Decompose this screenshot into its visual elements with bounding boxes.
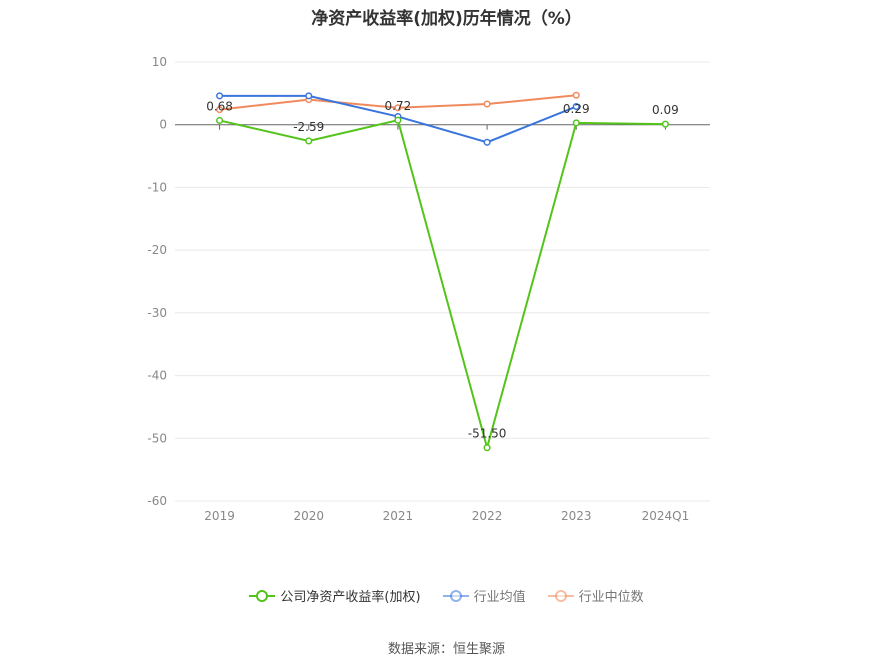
data-label: 0.29: [563, 102, 590, 116]
data-point[interactable]: [216, 116, 224, 124]
y-tick-label: -60: [147, 494, 167, 508]
x-tick-label: 2023: [561, 509, 592, 523]
data-label: -51.50: [468, 427, 507, 441]
y-tick-label: 0: [159, 118, 167, 132]
data-point[interactable]: [216, 106, 224, 114]
x-tick-label: 2021: [383, 509, 414, 523]
grid-lines: [175, 61, 710, 502]
legend-item[interactable]: 公司净资产收益率(加权): [249, 586, 421, 605]
source-note: 数据来源：恒生聚源: [387, 642, 505, 657]
legend-swatch: [249, 589, 276, 602]
data-point[interactable]: [216, 92, 224, 100]
series-line-0: [219, 119, 666, 452]
legend-swatch: [442, 589, 469, 602]
data-point[interactable]: [661, 120, 669, 128]
x-tick-label: 2020: [293, 509, 324, 523]
data-point[interactable]: [394, 104, 402, 112]
data-label: 0.72: [385, 99, 412, 113]
data-point[interactable]: [572, 102, 580, 111]
y-tick-label: -40: [147, 369, 167, 383]
y-tick-label: -50: [147, 431, 167, 445]
legend-label: 行业均值: [473, 590, 526, 605]
legend-item[interactable]: 行业中位数: [547, 586, 644, 605]
x-tick-label: 2022: [472, 509, 503, 523]
legend-label: 公司净资产收益率(加权): [280, 590, 421, 605]
axes: 10 0 -10 -20 -30 -40 -50 -60 2019 2020 2021 2022 202…: [147, 55, 689, 523]
data-label: 0.09: [652, 103, 679, 117]
y-tick-label: 10: [152, 55, 167, 69]
chart-title: 净资产收益率(加权)历年情况（%）: [311, 9, 582, 29]
data-point[interactable]: [305, 137, 313, 145]
data-point[interactable]: [572, 91, 580, 99]
data-point[interactable]: [572, 119, 580, 127]
data-point[interactable]: [483, 444, 491, 452]
y-tick-label: -30: [147, 306, 167, 320]
data-point[interactable]: [483, 138, 491, 146]
data-label: 0.68: [206, 99, 233, 113]
x-tick-label: 2024Q1: [642, 509, 690, 523]
x-tick-label: 2019: [204, 509, 235, 523]
data-label: -2.59: [293, 120, 324, 134]
data-labels: 0.68 -2.59 0.72 -51.50 0.29 0.09: [206, 99, 679, 440]
legend-item[interactable]: 行业均值: [442, 586, 526, 605]
series-lines: [216, 91, 669, 452]
data-point[interactable]: [483, 100, 491, 108]
y-tick-label: -10: [147, 180, 167, 194]
data-point[interactable]: [305, 92, 313, 100]
y-tick-label: -20: [147, 243, 167, 257]
legend-swatch: [547, 589, 574, 602]
legend-label: 行业中位数: [578, 590, 644, 605]
data-point[interactable]: [394, 116, 402, 124]
legend: 公司净资产收益率(加权) 行业均值 行业中位数: [0, 586, 893, 605]
